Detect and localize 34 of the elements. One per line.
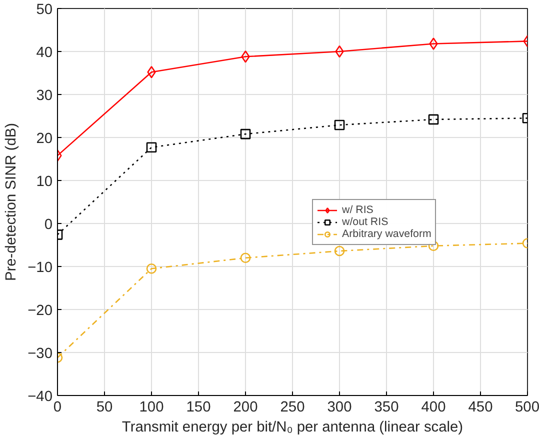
point xyxy=(334,246,345,256)
point xyxy=(146,264,157,274)
x-tick-label: 300 xyxy=(327,400,352,416)
point xyxy=(428,114,439,125)
x-tick-label: 150 xyxy=(186,400,211,416)
x-tick-label: 50 xyxy=(96,400,113,416)
legend-label: w/ RIS xyxy=(342,204,374,216)
y-tick-label: 20 xyxy=(36,131,53,147)
y-tick-label: −30 xyxy=(28,346,53,362)
y-axis-title: Pre-detection SINR (dB) xyxy=(4,122,20,282)
point xyxy=(240,252,251,264)
x-tick-label: 250 xyxy=(280,400,305,416)
x-tick-label: 100 xyxy=(139,400,164,416)
legend-label: Arbitrary waveform xyxy=(342,228,432,240)
x-tick-label: 400 xyxy=(421,400,446,416)
point xyxy=(429,38,438,50)
point xyxy=(146,142,157,153)
x-tick-label: 450 xyxy=(468,400,493,416)
x-axis-title: Transmit energy per bit/N₀ per antenna (linear scale) xyxy=(122,420,464,436)
y-tick-label: −40 xyxy=(28,389,53,405)
y-tick-label: 50 xyxy=(36,2,53,18)
y-tick-label: 40 xyxy=(36,45,53,61)
x-tick-label: 350 xyxy=(374,400,399,416)
x-tick-label: 500 xyxy=(515,400,539,416)
point xyxy=(334,120,345,130)
point xyxy=(240,128,251,140)
y-tick-label: 10 xyxy=(36,174,53,190)
y-tick-label: 0 xyxy=(44,217,53,233)
point xyxy=(241,50,250,63)
y-tick-label: −20 xyxy=(28,303,53,319)
y-tick-label: −10 xyxy=(28,260,53,276)
x-tick-label: 200 xyxy=(233,400,258,416)
legend-label: w/out RIS xyxy=(342,216,388,228)
y-tick-label: 30 xyxy=(36,88,53,104)
